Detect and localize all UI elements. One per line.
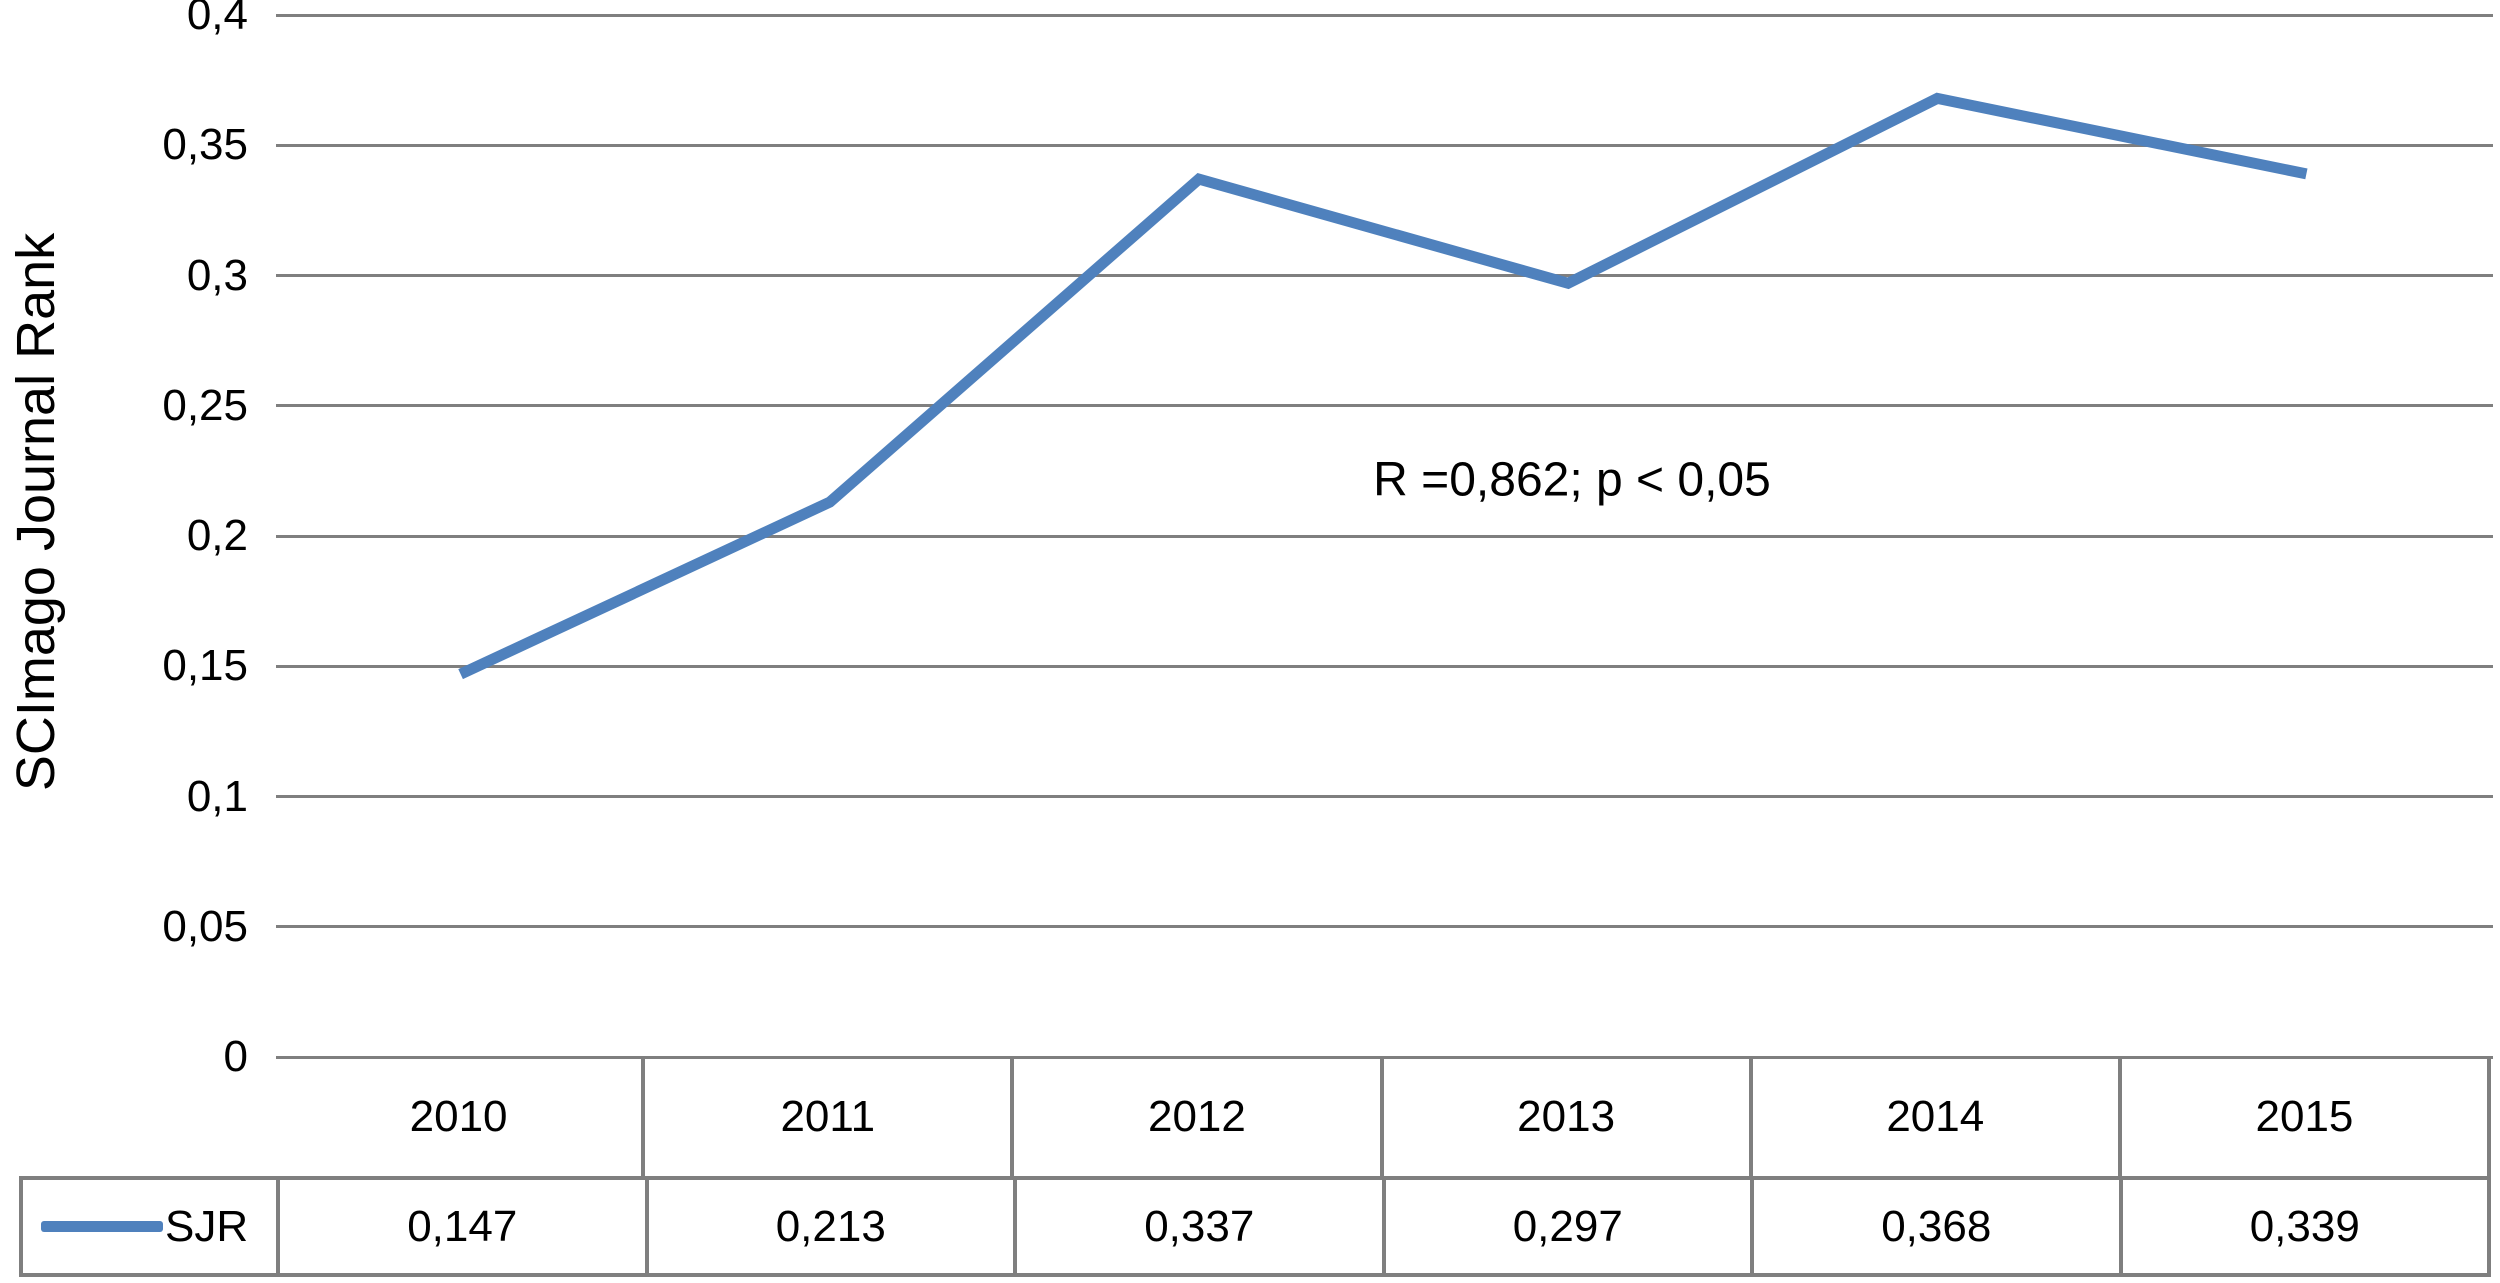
sjr-line-legend-swatch: [41, 1221, 163, 1232]
x-axis-year-label: 2011: [641, 1057, 1010, 1176]
gridline: [276, 143, 2493, 147]
y-axis-tick-label: 0,05: [162, 901, 248, 951]
data-table-row: SJR 0,147 0,213 0,337 0,297 0,368 0,339: [19, 1176, 2491, 1277]
y-axis-tick-label: 0,15: [162, 641, 248, 691]
x-axis-category-row: 2010 2011 2012 2013 2014 2015: [276, 1057, 2491, 1176]
x-axis-year-label: 2012: [1010, 1057, 1379, 1176]
y-axis-tick-label: 0,4: [186, 0, 248, 39]
gridline: [276, 404, 2493, 408]
sjr-value-cell: 0,147: [276, 1180, 645, 1273]
x-axis-year-label: 2013: [1379, 1057, 1749, 1176]
legend-series-label: SJR: [165, 1201, 249, 1251]
sjr-line-series: [458, 92, 2308, 680]
y-axis-tick-label: 0,2: [186, 511, 248, 560]
sjr-value-cell: 0,337: [1013, 1180, 1382, 1273]
legend-cell: SJR: [23, 1180, 276, 1273]
sjr-value-cell: 0,368: [1750, 1180, 2119, 1273]
sjr-value-cell: 0,339: [2118, 1180, 2488, 1273]
y-axis-tick-label: 0,35: [162, 120, 248, 170]
y-axis-tick-label: 0: [223, 1032, 248, 1081]
y-axis-tick-label: 0,25: [162, 380, 248, 430]
gridline: [276, 1055, 2493, 1059]
correlation-annotation: R =0,862; p < 0,05: [1373, 453, 1771, 507]
gridline: [276, 664, 2493, 668]
x-axis-year-label: 2010: [409, 1091, 508, 1141]
x-axis-year-label: 2014: [1748, 1057, 2118, 1176]
gridline: [276, 925, 2493, 929]
x-axis-year-label: 2015: [2117, 1057, 2487, 1176]
sjr-value-cell: 0,213: [644, 1180, 1014, 1273]
gridline: [276, 534, 2493, 538]
gridline: [276, 274, 2493, 277]
gridline: [276, 795, 2493, 798]
sjr-value-cell: 0,297: [1381, 1180, 1751, 1273]
gridline: [276, 13, 2493, 17]
y-axis-tick-label: 0,3: [186, 250, 248, 300]
y-axis-line: [274, 15, 278, 1178]
y-axis-tick-label: 0,1: [186, 771, 248, 821]
